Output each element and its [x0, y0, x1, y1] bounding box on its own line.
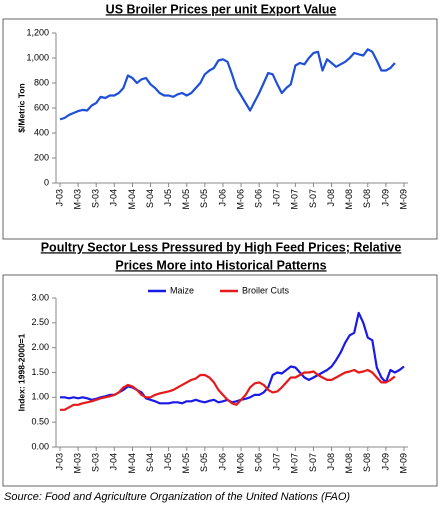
x-tick-label: J-06 [217, 453, 227, 471]
x-tick-label: S-08 [362, 189, 372, 208]
x-tick-label: J-07 [272, 453, 282, 471]
x-tick-label: J-05 [163, 453, 173, 471]
x-tick-label: J-03 [54, 189, 64, 207]
y-tick-label: 0.50 [31, 417, 49, 427]
x-tick-label: J-07 [272, 189, 282, 207]
y-tick-label: 1,000 [26, 52, 49, 62]
x-tick-label: M-03 [72, 189, 82, 210]
y-tick-label: 1.50 [31, 367, 49, 377]
source-note: Source: Food and Agriculture Organizatio… [4, 491, 350, 503]
y-tick-label: 0.00 [31, 441, 49, 451]
x-tick-label: S-06 [254, 189, 264, 208]
y-tick-label: 200 [34, 152, 49, 162]
x-tick-label: J-08 [326, 453, 336, 471]
x-tick-label: M-03 [72, 453, 82, 474]
chart-title: Poultry Sector Less Pressured by High Fe… [41, 240, 402, 254]
legend-label: Maize [170, 285, 194, 295]
x-tick-label: S-07 [308, 189, 318, 208]
x-tick-label: M-06 [235, 189, 245, 210]
x-tick-label: M-05 [181, 189, 191, 210]
x-tick-label: S-03 [91, 453, 101, 472]
x-tick-label: J-04 [109, 189, 119, 207]
chart-frame [2, 274, 438, 487]
y-tick-label: 1.00 [31, 392, 49, 402]
chart-frame [2, 18, 438, 240]
x-tick-label: M-08 [344, 453, 354, 474]
x-tick-label: S-04 [145, 189, 155, 208]
y-axis-title: $/Metric Ton [16, 83, 26, 132]
y-tick-label: 2.50 [31, 317, 49, 327]
x-tick-label: M-04 [127, 453, 137, 474]
x-tick-label: S-05 [199, 189, 209, 208]
x-tick-label: M-06 [235, 453, 245, 474]
x-tick-label: M-08 [344, 189, 354, 210]
y-tick-label: 2.00 [31, 342, 49, 352]
chart-title: Prices More into Historical Patterns [115, 258, 326, 272]
y-tick-label: 1,200 [26, 27, 49, 37]
x-tick-label: S-03 [91, 189, 101, 208]
y-axis-title: Index: 1998-2000=1 [16, 333, 26, 411]
x-tick-label: M-07 [290, 453, 300, 474]
x-tick-label: J-03 [54, 453, 64, 471]
x-tick-label: J-09 [380, 453, 390, 471]
x-tick-label: J-06 [217, 189, 227, 207]
y-tick-label: 800 [34, 77, 49, 87]
x-tick-label: J-09 [380, 189, 390, 207]
x-tick-label: M-09 [398, 189, 408, 210]
y-tick-label: 0 [44, 177, 49, 187]
x-tick-label: M-04 [127, 189, 137, 210]
data-line [59, 48, 396, 121]
y-tick-label: 3.00 [31, 292, 49, 302]
chart-title: US Broiler Prices per unit Export Value [106, 2, 337, 16]
x-tick-label: M-05 [181, 453, 191, 474]
x-tick-label: S-07 [308, 453, 318, 472]
x-tick-label: M-09 [398, 453, 408, 474]
x-tick-label: J-08 [326, 189, 336, 207]
x-tick-label: S-05 [199, 453, 209, 472]
data-line [60, 368, 396, 411]
x-tick-label: S-04 [145, 453, 155, 472]
y-tick-label: 600 [34, 102, 49, 112]
data-line [60, 311, 405, 405]
x-tick-label: S-06 [254, 453, 264, 472]
x-tick-label: J-05 [163, 189, 173, 207]
legend-label: Broiler Cuts [242, 285, 290, 295]
x-tick-label: J-04 [109, 453, 119, 471]
x-tick-label: M-07 [290, 189, 300, 210]
y-tick-label: 400 [34, 127, 49, 137]
x-tick-label: S-08 [362, 453, 372, 472]
